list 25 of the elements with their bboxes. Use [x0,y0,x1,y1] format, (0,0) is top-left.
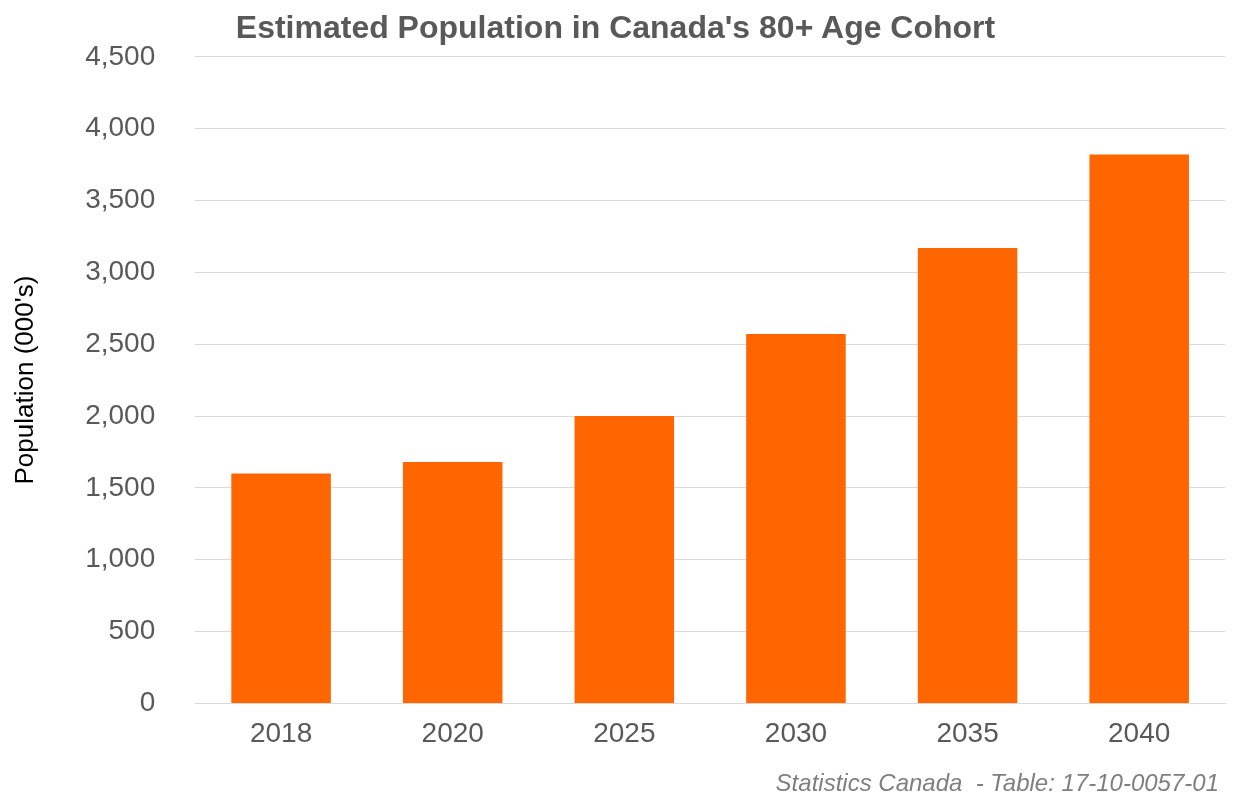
bar [1089,154,1189,703]
y-tick-label: 500 [108,614,156,646]
y-tick-label: 2,000 [85,398,156,430]
y-tick-label: 3,500 [85,183,156,215]
x-tick-label: 2040 [1108,716,1171,748]
y-tick-label: 3,000 [85,255,156,287]
y-tick-label: 4,500 [85,39,156,71]
y-tick-label: 0 [139,686,156,718]
y-tick-label: 1,000 [85,542,156,574]
bar [402,462,503,703]
bar [746,334,846,703]
y-axis-title: Population (000's) [8,275,39,485]
y-tick-label: 4,000 [85,111,156,143]
bar [574,416,675,703]
chart-title: Estimated Population in Canada's 80+ Age Cohort [235,9,996,46]
x-tick-label: 2035 [936,716,999,748]
x-tick-label: 2020 [421,716,484,748]
bar [917,247,1018,703]
y-tick-label: 2,500 [85,326,156,358]
y-tick-label: 1,500 [85,470,156,502]
x-tick-label: 2025 [593,716,656,748]
text: Statistics Canada - Table: 17-10-0057-01 [775,769,1219,797]
x-tick-label: 2018 [249,716,313,748]
bar [231,473,331,703]
x-tick-label: 2030 [764,716,828,748]
